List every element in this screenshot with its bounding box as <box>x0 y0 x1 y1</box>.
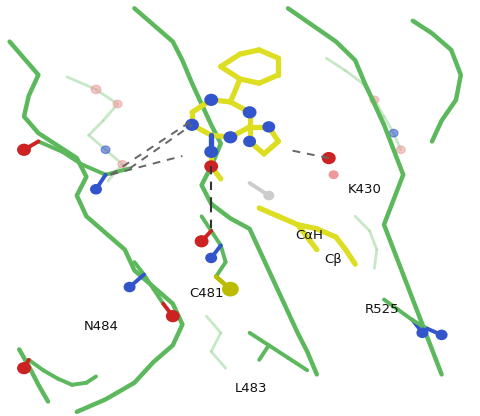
Text: N484: N484 <box>84 320 119 333</box>
Circle shape <box>118 161 127 168</box>
Circle shape <box>436 330 447 339</box>
Circle shape <box>396 146 405 154</box>
Circle shape <box>18 363 30 374</box>
Circle shape <box>243 107 256 118</box>
Text: L483: L483 <box>235 382 268 396</box>
Circle shape <box>417 328 428 337</box>
Text: C481: C481 <box>190 287 224 300</box>
Circle shape <box>186 119 198 130</box>
Circle shape <box>18 144 30 155</box>
Circle shape <box>101 146 110 154</box>
Text: Cβ: Cβ <box>324 253 342 267</box>
Text: R525: R525 <box>365 303 399 317</box>
Circle shape <box>124 282 135 292</box>
Circle shape <box>244 136 255 146</box>
Circle shape <box>113 100 122 108</box>
Circle shape <box>389 129 398 137</box>
Circle shape <box>224 132 237 143</box>
Circle shape <box>167 311 179 322</box>
Text: CαH: CαH <box>295 228 323 242</box>
Circle shape <box>205 146 217 157</box>
Circle shape <box>205 94 217 105</box>
Circle shape <box>323 153 335 163</box>
Circle shape <box>91 85 101 94</box>
Circle shape <box>263 122 275 132</box>
Circle shape <box>370 96 379 104</box>
Circle shape <box>205 161 217 172</box>
Circle shape <box>329 171 338 178</box>
Circle shape <box>91 185 101 194</box>
Circle shape <box>264 191 274 200</box>
Circle shape <box>206 253 216 262</box>
Text: K430: K430 <box>348 183 382 196</box>
Circle shape <box>195 236 208 247</box>
Circle shape <box>223 282 238 296</box>
